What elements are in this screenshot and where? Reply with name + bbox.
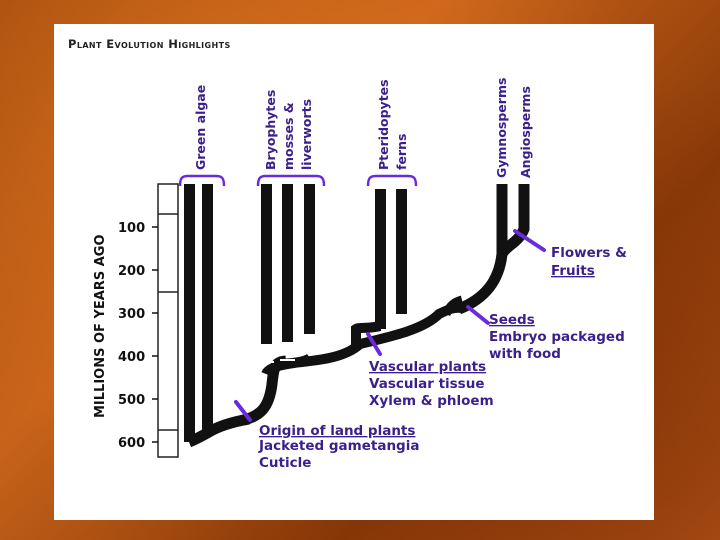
marker-vascular	[366, 332, 382, 356]
tick-label-300: 300	[118, 307, 145, 322]
tick-marks	[152, 226, 158, 443]
diagram-panel: Plant Evolution Highlights MILLIONS OF Y…	[54, 24, 654, 520]
branch-fern-join	[351, 321, 382, 349]
event-seeds-line3: with food	[489, 346, 561, 362]
event-land-plants-line3: Cuticle	[259, 455, 311, 471]
bracket-green-algae	[178, 174, 226, 187]
event-vascular-line1: Vascular plants	[369, 359, 486, 375]
label-mosses: mosses &	[281, 102, 296, 170]
label-ferns: ferns	[394, 134, 409, 170]
branch-bryophyte-2	[282, 184, 293, 342]
diagram-title: Plant Evolution Highlights	[68, 37, 231, 51]
label-gymnosperms: Gymnosperms	[494, 78, 509, 178]
event-land-plants-line2: Jacketed gametangia	[258, 438, 419, 454]
group-labels: Green algae Bryophytes mosses & liverwor…	[193, 78, 533, 178]
branch-seed-join	[441, 295, 464, 317]
event-seeds-line2: Embryo packaged	[489, 329, 625, 345]
label-pteridophytes: Pteridopytes	[376, 79, 391, 170]
marker-land-plants	[234, 400, 252, 422]
tick-label-500: 500	[118, 393, 145, 408]
fossil-gap-dashes	[259, 336, 317, 363]
event-labels: Origin of land plants Jacketed gametangi…	[258, 245, 627, 471]
branch-green-algae-1	[184, 184, 195, 442]
label-liverworts: liverworts	[299, 99, 314, 170]
label-green-algae: Green algae	[193, 85, 208, 170]
bracket-ferns	[366, 174, 418, 187]
branch-base-curve	[186, 413, 250, 448]
axis-label: MILLIONS OF YEARS AGO	[93, 235, 108, 419]
tick-label-100: 100	[118, 221, 145, 236]
tick-label-400: 400	[118, 350, 145, 365]
event-flowers-line2: Fruits	[551, 263, 595, 279]
branch-fern-1	[375, 189, 386, 329]
marker-flowers	[513, 229, 546, 252]
event-vascular-line2: Vascular tissue	[369, 376, 484, 392]
tick-label-200: 200	[118, 264, 145, 279]
timeline-scale	[157, 183, 179, 458]
event-land-plants-line1: Origin of land plants	[259, 423, 415, 439]
branch-bryophyte-3	[304, 184, 315, 334]
label-bryophytes: Bryophytes	[263, 90, 278, 170]
evolution-tree: MILLIONS OF YEARS AGO 100 200 300 400 50…	[93, 78, 627, 471]
event-vascular-line3: Xylem & phloem	[369, 393, 494, 409]
group-brackets	[178, 174, 418, 187]
event-flowers-line1: Flowers &	[551, 245, 627, 261]
marker-seeds	[466, 305, 490, 325]
tick-labels: 100 200 300 400 500 600	[118, 221, 145, 451]
branch-green-algae-2	[202, 184, 213, 436]
event-markers	[234, 229, 546, 422]
label-angiosperms: Angiosperms	[518, 86, 533, 178]
branch-bryophyte-1	[261, 184, 272, 344]
bracket-bryophytes	[256, 174, 326, 187]
event-seeds-line1: Seeds	[489, 312, 535, 328]
branch-angiosperm-stem	[497, 184, 530, 258]
tick-label-600: 600	[118, 436, 145, 451]
branch-fern-2	[396, 189, 407, 314]
branch-gymnosperm-stem	[456, 184, 508, 315]
